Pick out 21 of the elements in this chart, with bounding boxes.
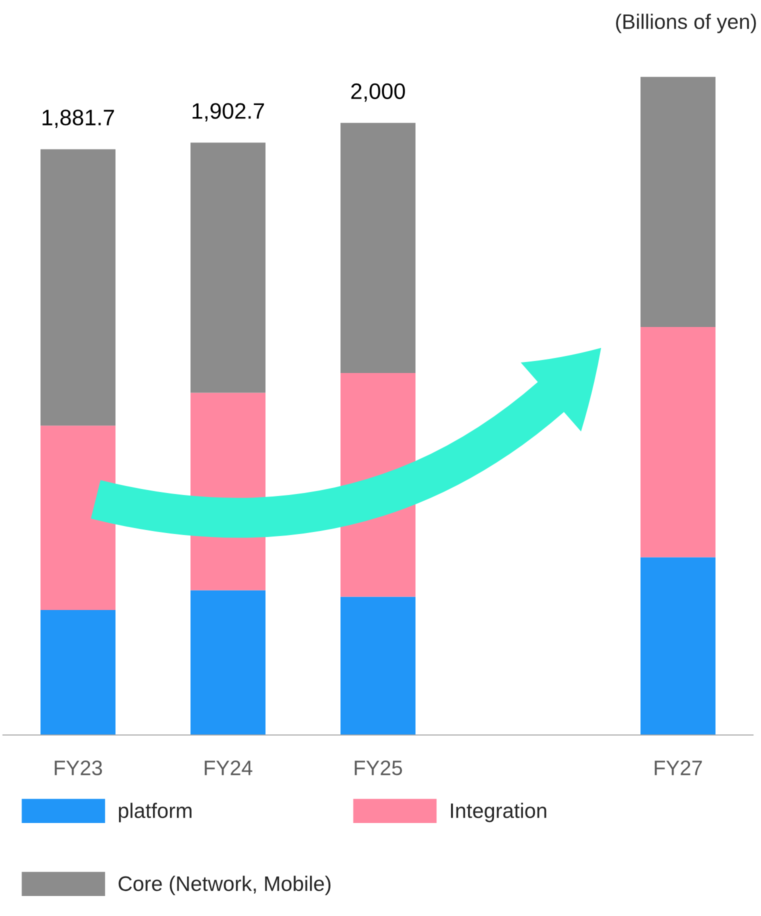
bar: [640, 557, 716, 735]
x-tick-label: FY25: [354, 760, 402, 776]
bar: [340, 596, 416, 735]
bar: [190, 590, 266, 735]
annotation: 1,881.7: [42, 110, 114, 128]
bar: [190, 142, 266, 393]
annotation: 2,000: [351, 83, 405, 102]
bar: [40, 149, 116, 426]
text: (Billions of yen): [616, 14, 756, 34]
bar: [640, 326, 716, 558]
bar: [640, 76, 716, 327]
bar: [40, 426, 116, 610]
legend-label: Core (Network, Mobile): [118, 876, 330, 896]
x-tick-label: FY27: [654, 760, 702, 776]
annotation: 1,902.7: [192, 103, 264, 122]
bar: [40, 610, 116, 735]
x-tick-label: FY23: [54, 760, 102, 776]
legend-label: Integration: [451, 802, 546, 822]
bar: [340, 122, 416, 374]
x-tick-label: FY24: [204, 760, 252, 776]
legend-label: platform: [118, 802, 192, 822]
